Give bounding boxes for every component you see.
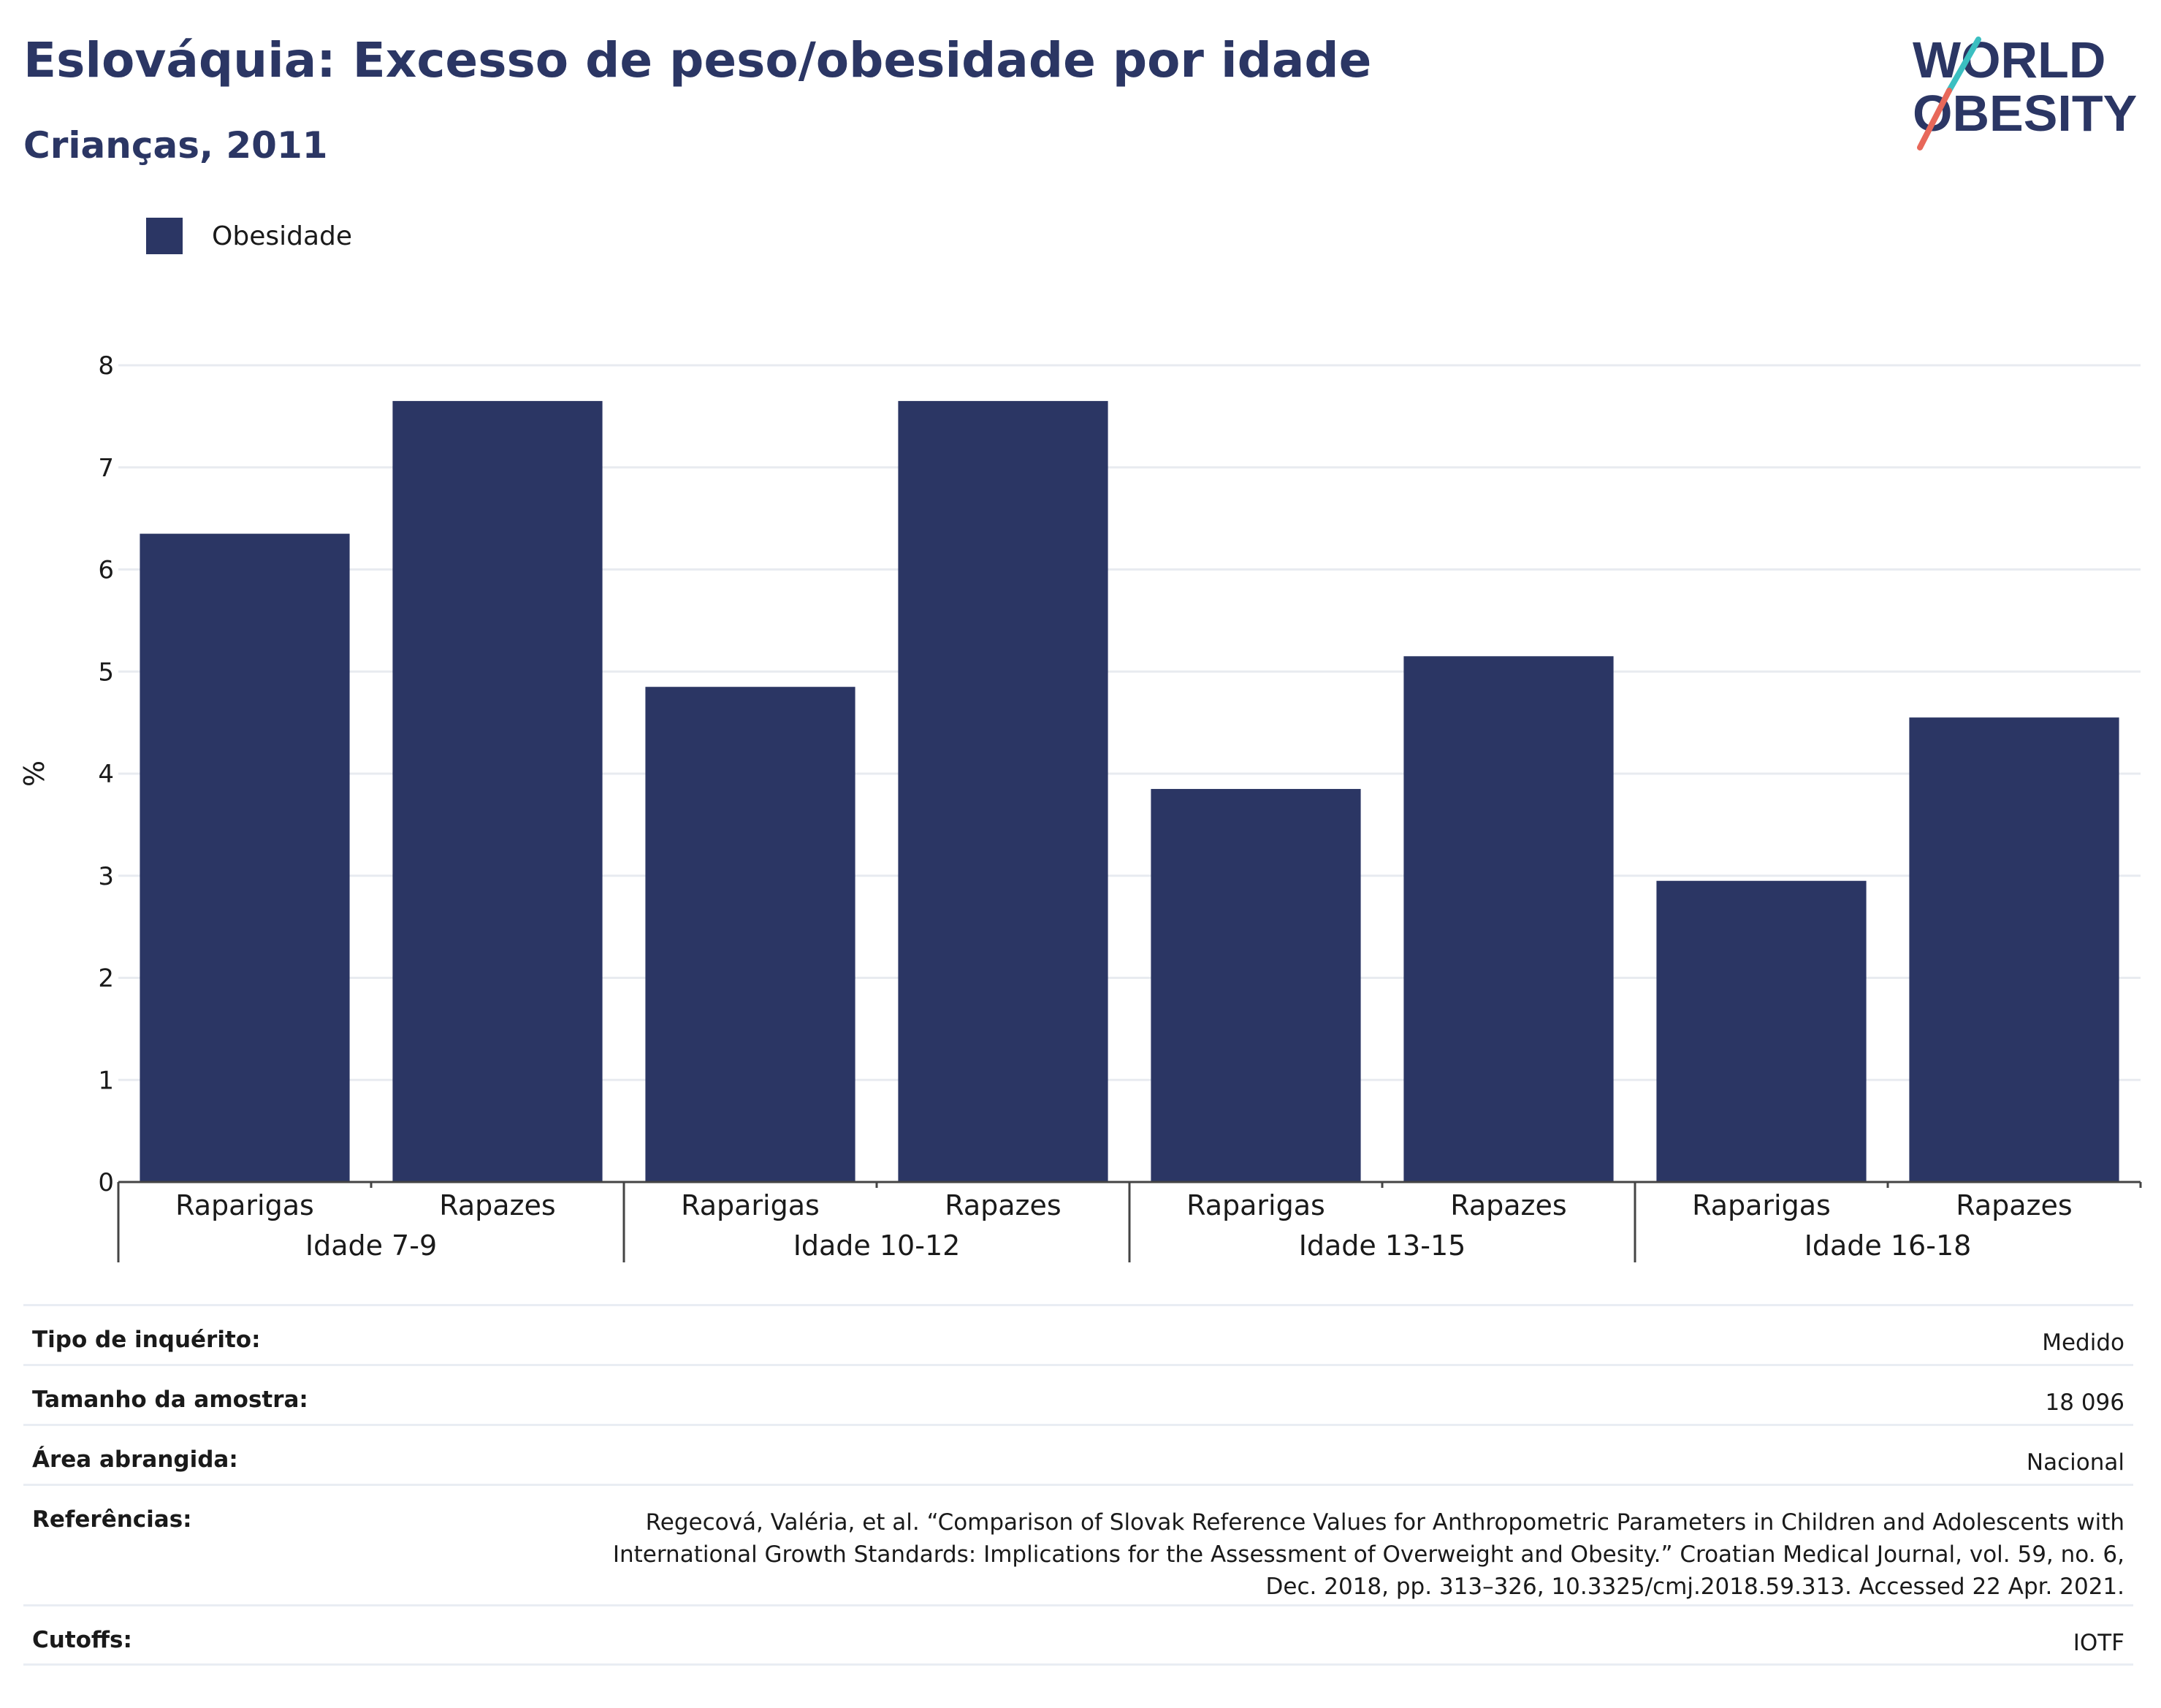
metadata-label: Cutoffs:	[32, 1627, 132, 1653]
y-tick-label: 2	[98, 964, 114, 994]
metadata-label: Referências:	[32, 1506, 192, 1533]
y-tick-label: 1	[98, 1066, 114, 1095]
y-tick-label: 7	[98, 454, 114, 483]
world-obesity-logo: WORLD OBESITY	[1913, 32, 2137, 150]
metadata-value-line: International Growth Standards: Implicat…	[612, 1541, 2124, 1568]
bar-chart: 0 1 2 3 4 5 6 7 8% Raparigas Rapazes Raparigas Rapaz…	[18, 351, 2142, 1262]
x-category-label: Rapazes	[1450, 1189, 1566, 1221]
chart-title: Eslováquia: Excesso de peso/obesidade po…	[23, 32, 1372, 88]
metadata-row: Tamanho da amostra: 18 096	[23, 1364, 2133, 1424]
metadata-value-line: Nacional	[2026, 1449, 2124, 1476]
bar	[898, 400, 1108, 1182]
x-category-label: Rapazes	[439, 1189, 555, 1221]
x-group-label: Idade 13-15	[1299, 1229, 1466, 1262]
x-category-label: Raparigas	[1186, 1189, 1325, 1221]
bar	[645, 687, 855, 1182]
y-axis-title: %	[18, 760, 50, 787]
bar	[1656, 880, 1867, 1182]
bar	[140, 533, 350, 1182]
x-group-label: Idade 10-12	[793, 1229, 961, 1262]
bar	[1151, 788, 1361, 1182]
y-tick-label: 8	[98, 351, 114, 381]
metadata-label: Tamanho da amostra:	[32, 1387, 308, 1413]
legend-label-obesidade: Obesidade	[212, 221, 353, 251]
metadata-row: Referências: Regecová, Valéria, et al. “C…	[23, 1484, 2133, 1604]
x-group-label: Idade 7-9	[305, 1229, 437, 1262]
x-category-label: Raparigas	[1692, 1189, 1831, 1221]
bar	[1909, 717, 2119, 1182]
metadata-value-line: Medido	[2042, 1330, 2124, 1356]
metadata-value: 18 096	[2046, 1387, 2124, 1419]
metadata-table: Tipo de inquérito: Medido Tamanho da amost…	[23, 1304, 2133, 1666]
bar	[392, 400, 603, 1182]
metadata-label: Tipo de inquérito:	[32, 1327, 261, 1353]
y-tick-label: 4	[98, 760, 114, 789]
bar	[1403, 656, 1614, 1182]
metadata-value-line: 18 096	[2045, 1389, 2124, 1416]
logo-slash-bottom	[1917, 88, 1952, 150]
metadata-value-line: Regecová, Valéria, et al. “Comparison of…	[645, 1509, 2124, 1536]
y-tick-label: 0	[98, 1168, 114, 1197]
x-category-label: Rapazes	[1956, 1189, 2072, 1221]
x-group-label: Idade 16-18	[1804, 1229, 1972, 1262]
y-tick-label: 3	[98, 862, 114, 891]
x-category-label: Raparigas	[681, 1189, 820, 1221]
logo-line1: WORLD	[1913, 32, 2105, 88]
metadata-label: Área abrangida:	[32, 1446, 238, 1473]
metadata-value-line: IOTF	[2073, 1630, 2124, 1656]
metadata-row: Cutoffs: IOTF	[23, 1604, 2133, 1666]
metadata-value-line: Dec. 2018, pp. 313–326, 10.3325/cmj.2018…	[1265, 1574, 2124, 1600]
x-category-label: Raparigas	[175, 1189, 314, 1221]
y-tick-label: 5	[98, 657, 114, 687]
legend: Obesidade	[146, 218, 352, 254]
logo-slash-top	[1946, 37, 1981, 94]
metadata-value: Nacional	[2027, 1446, 2124, 1479]
x-category-label: Rapazes	[945, 1189, 1061, 1221]
metadata-value: Regecová, Valéria, et al. “Comparison of…	[613, 1506, 2124, 1603]
legend-swatch-obesidade	[146, 218, 183, 254]
metadata-row: Tipo de inquérito: Medido	[23, 1304, 2133, 1364]
metadata-value: IOTF	[2073, 1627, 2124, 1659]
metadata-row: Área abrangida: Nacional	[23, 1424, 2133, 1484]
chart-subtitle: Crianças, 2011	[23, 124, 328, 167]
metadata-value: Medido	[2042, 1327, 2124, 1359]
y-tick-label: 6	[98, 556, 114, 585]
